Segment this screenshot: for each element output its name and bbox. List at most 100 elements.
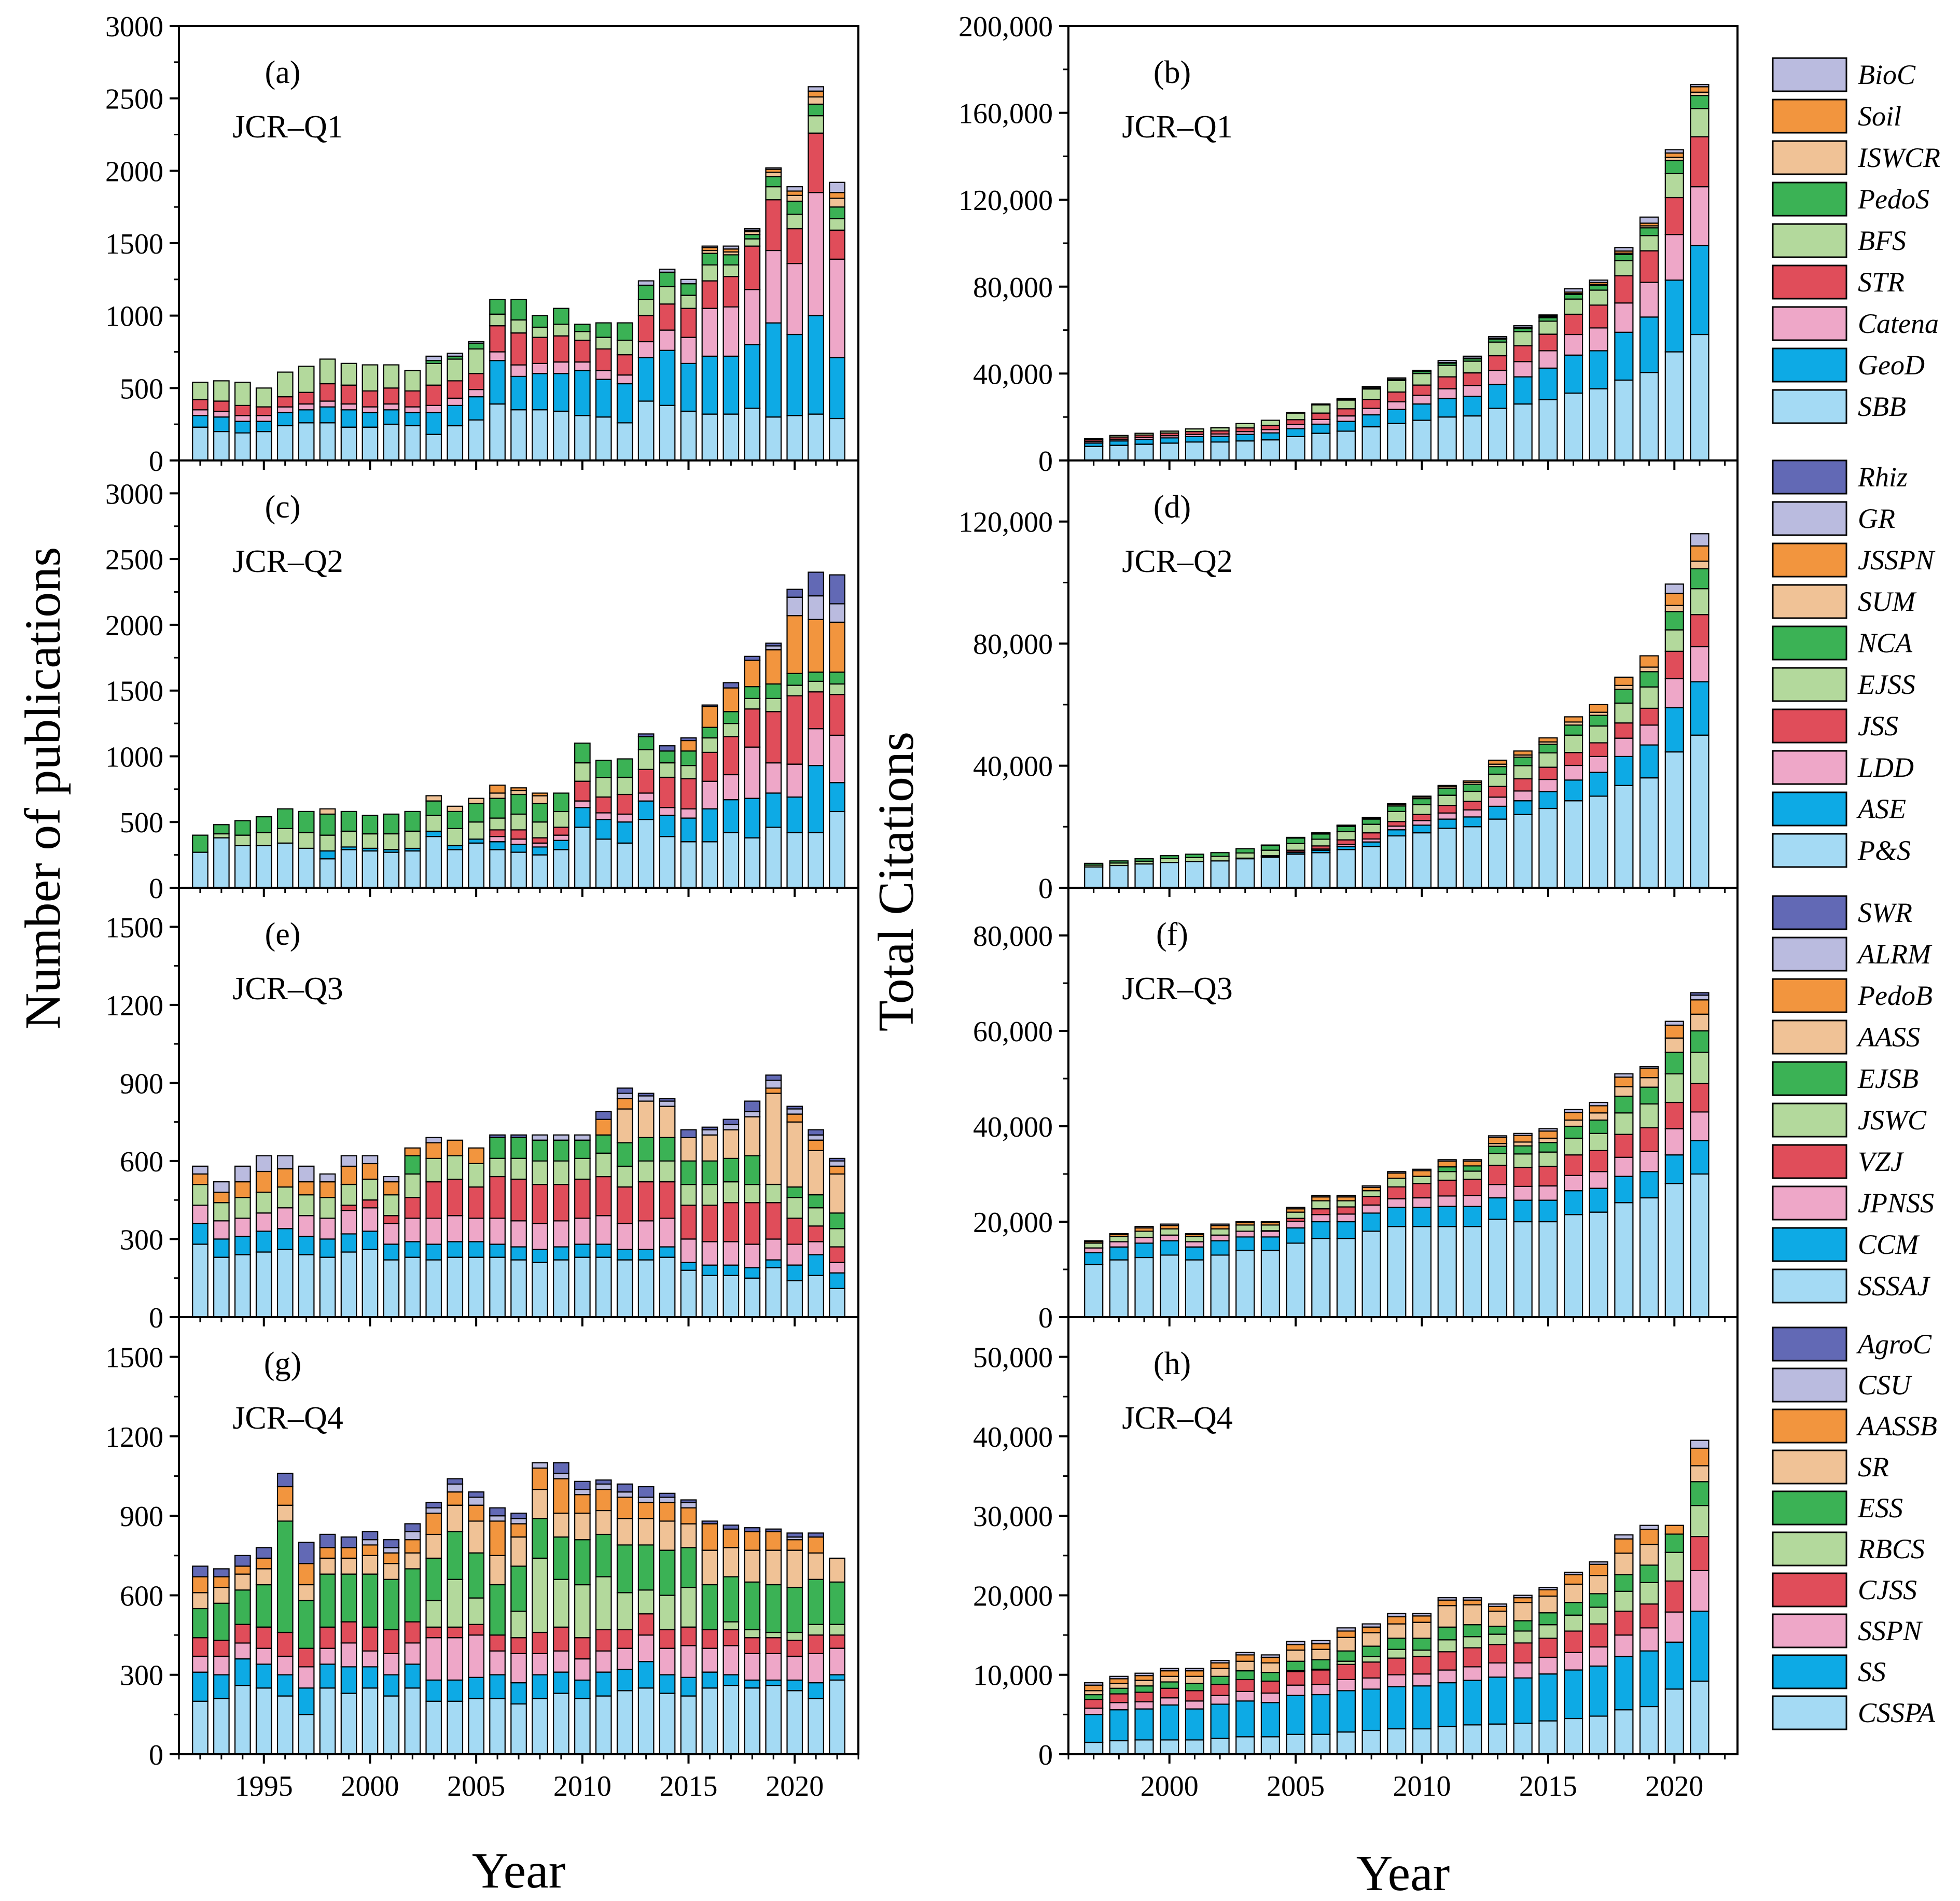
bar-stack-2005	[1286, 1207, 1305, 1318]
bar-segment-vzj	[552, 1184, 569, 1222]
legend-item: SBB	[1772, 389, 1906, 424]
bar-segment-ps	[1564, 800, 1583, 889]
bar-segment-jsspn	[1336, 824, 1356, 827]
bar-segment-csu	[1134, 1672, 1154, 1676]
legend-item: CCM	[1772, 1227, 1920, 1262]
bar-segment-ess	[1210, 1675, 1230, 1685]
bar-segment-ejsb	[1690, 1030, 1709, 1053]
bar-segment-vzj	[1336, 1206, 1356, 1215]
bar-segment-ss	[1109, 1709, 1129, 1742]
bar-segment-vzj	[362, 1199, 379, 1209]
bar-segment-jpnss	[1185, 1241, 1204, 1248]
bar-segment-ps	[340, 849, 357, 889]
bar-segment-csu	[574, 1489, 591, 1495]
bar-segment-vzj	[1664, 1101, 1684, 1129]
bar-segment-nca	[744, 686, 761, 699]
bar-segment-ejss	[532, 821, 548, 838]
bar-segment-str	[637, 315, 655, 343]
bar-segment-jswc	[1513, 1153, 1533, 1168]
bar-segment-jss	[574, 780, 591, 802]
bar-segment-sr	[1463, 1604, 1482, 1626]
bar-stack-2013	[1488, 759, 1508, 889]
bar-segment-rbcs	[1589, 1606, 1608, 1625]
bar-stack-2020	[1664, 583, 1684, 889]
bar-segment-sssaj	[489, 1256, 506, 1318]
bar-segment-ps	[234, 845, 251, 889]
bar-segment-pedos	[468, 342, 485, 350]
bar-segment-ess	[659, 1549, 676, 1596]
panel-sublabel: JCR–Q2	[1122, 544, 1233, 579]
bar-segment-agroc	[744, 1527, 761, 1532]
bar-segment-sssaj	[532, 1262, 548, 1318]
bar-segment-bfs	[637, 299, 655, 316]
bar-segment-ps	[701, 841, 718, 889]
bar-segment-ccm	[1387, 1207, 1407, 1227]
bar-stack-2014	[659, 1098, 676, 1318]
legend-swatch	[1772, 1227, 1847, 1262]
bar-segment-jpnss	[1639, 1151, 1659, 1172]
bar-stack-2020	[1664, 1525, 1684, 1755]
bar-segment-sr	[510, 1536, 527, 1567]
legend-swatch	[1772, 1185, 1847, 1221]
bar-segment-sspn	[1235, 1690, 1255, 1702]
bar-segment-aassb	[680, 1507, 697, 1525]
bar-segment-ss	[1387, 1686, 1407, 1729]
bar-segment-ejss	[1614, 702, 1634, 724]
bar-segment-ps	[425, 835, 442, 889]
bar-segment-swr	[722, 1119, 740, 1125]
bar-segment-swr	[829, 1157, 845, 1162]
bar-segment-jswc	[276, 1186, 294, 1209]
bar-segment-ase	[1513, 800, 1533, 815]
bar-segment-ess	[680, 1547, 697, 1588]
bar-stack-2000	[1160, 855, 1179, 889]
bar-segment-ldd	[786, 763, 803, 798]
bar-segment-bfs	[1690, 108, 1709, 137]
bar-segment-aass	[765, 1093, 782, 1185]
bar-segment-sbb	[1260, 439, 1280, 462]
bar-segment-ejsb	[829, 1212, 845, 1229]
bar-segment-aass	[808, 1150, 825, 1196]
bar-segment-alrm	[425, 1137, 442, 1143]
bar-segment-sspn	[1387, 1674, 1407, 1687]
bar-segment-bfs	[1564, 298, 1583, 315]
bar-segment-cjss	[447, 1626, 464, 1639]
bar-stack-2019	[765, 1528, 782, 1755]
bar-segment-jpnss	[1614, 1156, 1634, 1177]
bar-segment-aass	[829, 1173, 845, 1214]
bar-segment-geod	[1463, 396, 1482, 417]
bar-segment-ase	[1690, 681, 1709, 736]
bar-segment-jswc	[447, 1155, 464, 1180]
bar-segment-cjss	[1361, 1661, 1381, 1679]
bar-segment-vzj	[1690, 1083, 1709, 1113]
bar-stack-2016	[701, 245, 718, 462]
bar-segment-ldd	[1614, 737, 1634, 757]
bar-segment-bioc	[1538, 314, 1558, 317]
bar-segment-ps	[1134, 863, 1154, 889]
bar-segment-ejsb	[510, 1137, 527, 1159]
bar-segment-bioc	[1639, 216, 1659, 224]
bar-segment-vzj	[1589, 1150, 1608, 1172]
bar-stack-2015	[1538, 737, 1558, 889]
bar-segment-geod	[744, 344, 761, 409]
bar-segment-geod	[1412, 403, 1432, 421]
bar-segment-ccm	[1589, 1187, 1608, 1213]
bar-segment-soil	[829, 192, 845, 199]
bar-segment-str	[319, 383, 336, 402]
bar-segment-ccm	[1361, 1212, 1381, 1232]
bar-segment-bfs	[1387, 380, 1407, 393]
bar-stack-2005	[1286, 836, 1305, 889]
panel-label: (f)	[1156, 917, 1188, 952]
bar-segment-ejss	[468, 821, 485, 840]
bar-segment-ss	[616, 1669, 633, 1692]
bar-segment-sr	[637, 1518, 655, 1546]
bar-segment-ejsb	[1437, 1166, 1457, 1172]
bar-stack-2002	[1210, 427, 1230, 462]
bar-segment-aassb	[1185, 1670, 1204, 1677]
bar-stack-2021	[1690, 1439, 1709, 1755]
bar-segment-alrm	[340, 1155, 357, 1167]
bar-segment-csspa	[680, 1695, 697, 1755]
bar-stack-1996	[276, 371, 294, 462]
bar-segment-str	[532, 337, 548, 364]
bar-segment-bioc	[1437, 360, 1457, 364]
bar-segment-jpnss	[425, 1218, 442, 1245]
